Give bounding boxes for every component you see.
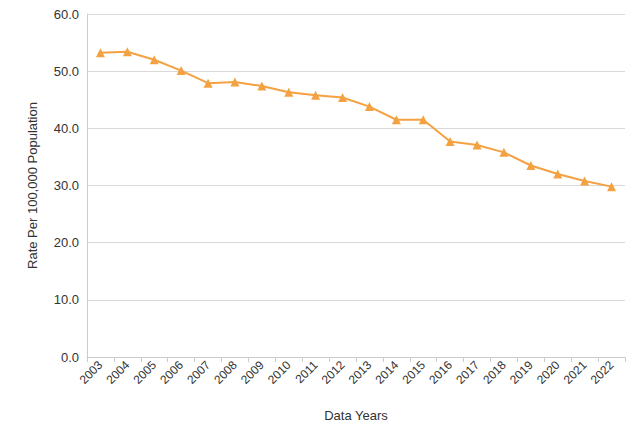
svg-text:2007: 2007 (184, 358, 213, 387)
svg-text:2011: 2011 (292, 358, 320, 386)
svg-text:2008: 2008 (211, 358, 240, 387)
svg-text:2006: 2006 (157, 358, 186, 387)
svg-text:50.0: 50.0 (54, 64, 79, 79)
svg-text:2014: 2014 (373, 358, 402, 387)
svg-text:40.0: 40.0 (54, 121, 79, 136)
svg-text:20.0: 20.0 (54, 235, 79, 250)
svg-text:Rate Per 100,000 Population: Rate Per 100,000 Population (25, 102, 40, 269)
svg-text:60.0: 60.0 (54, 7, 79, 22)
svg-text:2018: 2018 (480, 358, 509, 387)
svg-text:2005: 2005 (130, 358, 159, 387)
svg-text:2012: 2012 (319, 358, 348, 387)
svg-text:2015: 2015 (399, 358, 428, 387)
svg-text:2022: 2022 (588, 358, 617, 387)
svg-text:2020: 2020 (534, 358, 563, 387)
svg-text:2019: 2019 (507, 358, 536, 387)
svg-text:2003: 2003 (77, 358, 106, 387)
svg-text:30.0: 30.0 (54, 178, 79, 193)
svg-text:2021: 2021 (561, 358, 590, 387)
svg-text:10.0: 10.0 (54, 292, 79, 307)
svg-text:0.0: 0.0 (61, 350, 79, 365)
svg-text:Data Years: Data Years (324, 408, 388, 423)
svg-text:2004: 2004 (104, 358, 133, 387)
svg-text:2017: 2017 (453, 358, 482, 387)
svg-text:2016: 2016 (426, 358, 455, 387)
svg-text:2009: 2009 (238, 358, 267, 387)
svg-text:2010: 2010 (265, 358, 294, 387)
svg-text:2013: 2013 (346, 358, 375, 387)
